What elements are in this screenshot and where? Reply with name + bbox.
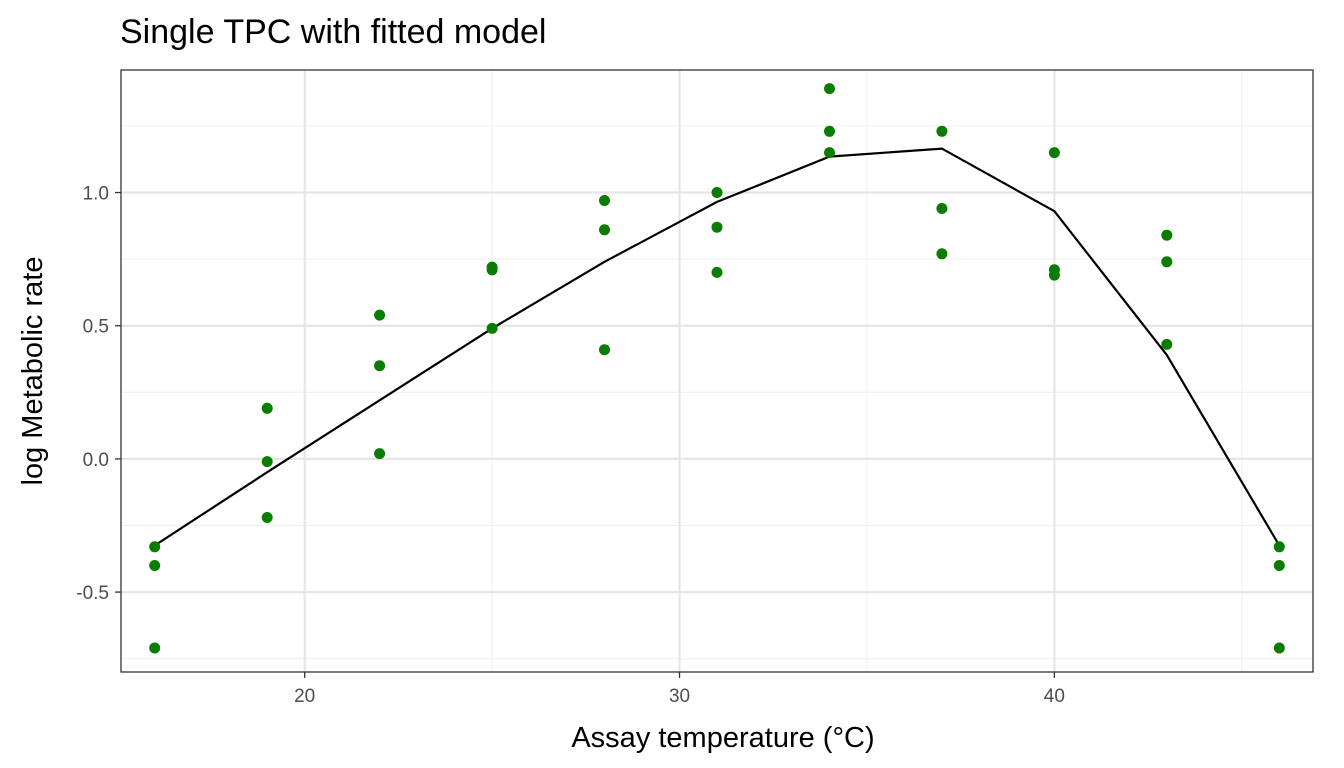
fitted-model-layer <box>154 147 1281 547</box>
x-tick-label: 40 <box>1044 686 1065 707</box>
data-point <box>1048 147 1060 159</box>
data-point <box>1161 256 1173 268</box>
data-point <box>711 187 723 198</box>
data-point <box>374 360 386 372</box>
data-point <box>374 309 386 321</box>
data-point <box>824 147 835 159</box>
data-point <box>1273 541 1285 553</box>
data-point <box>711 266 723 278</box>
data-point <box>486 264 498 276</box>
data-point <box>261 512 273 523</box>
y-tick-label: -0.5 <box>76 583 109 604</box>
data-point <box>824 83 835 95</box>
y-tick-label: 0.0 <box>83 450 109 471</box>
y-axis-title: log Metabolic rate <box>17 257 49 486</box>
data-point <box>936 203 948 214</box>
data-point <box>149 541 161 553</box>
x-tick-label: 30 <box>669 686 690 707</box>
data-point <box>486 322 498 334</box>
x-axis-title: Assay temperature (°C) <box>571 722 874 754</box>
data-points-layer <box>149 83 1285 654</box>
x-tick-label: 20 <box>294 686 315 707</box>
data-point <box>1161 229 1173 241</box>
chart-title: Single TPC with fitted model <box>120 13 546 51</box>
data-point <box>711 221 723 233</box>
data-point <box>261 456 273 468</box>
data-point <box>374 448 386 460</box>
plot-panel-border <box>120 69 1314 673</box>
data-point <box>1273 560 1285 571</box>
data-point <box>1048 269 1060 281</box>
data-point <box>599 344 610 356</box>
data-point <box>1273 642 1285 654</box>
x-axis-ticks: 20 30 40 <box>294 672 1065 707</box>
data-point <box>599 195 610 206</box>
data-point <box>1161 338 1173 350</box>
minor-gridlines <box>121 70 1313 672</box>
data-point <box>936 248 948 260</box>
data-point <box>261 402 273 414</box>
data-point <box>936 125 948 137</box>
y-axis-ticks: -0.5 0.0 0.5 1.0 <box>76 184 121 604</box>
data-point <box>149 560 161 571</box>
data-point <box>149 642 161 654</box>
fitted-model-line <box>154 147 1281 547</box>
y-tick-label: 1.0 <box>83 184 109 205</box>
y-tick-label: 0.5 <box>83 317 109 338</box>
major-gridlines <box>121 70 1313 672</box>
data-point <box>824 125 835 137</box>
data-point <box>599 224 610 236</box>
